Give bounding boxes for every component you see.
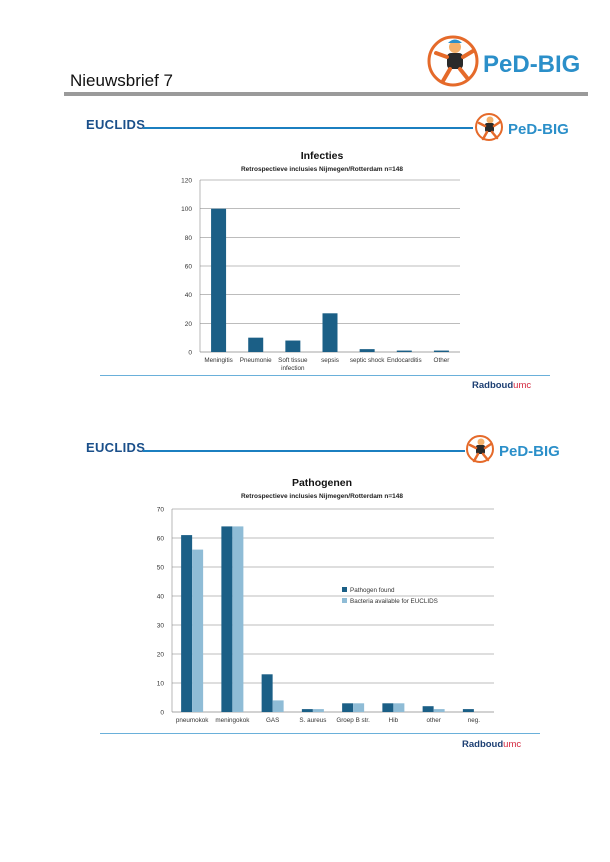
x-tick-label: Hib (389, 717, 399, 724)
logo-head-icon (449, 41, 461, 53)
chart-title: Pathogenen (292, 477, 352, 489)
chart-subtitle: Retrospectieve inclusies Nijmegen/Rotter… (241, 166, 403, 173)
radboud-logo-2: Radboudumc (462, 739, 521, 750)
x-tick-label: Groep B str. (336, 717, 370, 724)
x-tick-label: septic shock (350, 357, 385, 364)
chart-subtitle: Retrospectieve inclusies Nijmegen/Rotter… (241, 493, 403, 500)
y-tick-label: 40 (185, 292, 193, 299)
legend-label-1: Pathogen found (350, 587, 395, 594)
x-tick-label: Meningitis (204, 357, 232, 364)
y-tick-label: 120 (181, 178, 192, 185)
x-tick-label: neg. (468, 717, 481, 724)
slide1-footer-rule (100, 375, 550, 376)
ped-big-logo-small: PeD-BIG (475, 113, 569, 141)
y-tick-label: 70 (157, 507, 165, 514)
y-tick-label: 0 (160, 710, 164, 717)
x-tick-label: Soft tissue (278, 357, 308, 364)
brand-name-small-2: PeD-BIG (499, 443, 560, 460)
ped-big-logo-small-2: PeD-BIG (466, 435, 560, 463)
bar-s2-6 (393, 703, 405, 712)
bar-5 (359, 349, 375, 352)
x-tick-label: Pneumonie (240, 357, 272, 364)
legend-swatch-2 (342, 598, 347, 603)
bar-s2-1 (192, 549, 204, 712)
x-tick-label: sepsis (321, 357, 339, 364)
bar-s1-6 (382, 703, 394, 712)
x-tick-label: pneumokok (176, 717, 209, 724)
page-title: Nieuwsbrief 7 (70, 71, 173, 90)
y-tick-label: 0 (188, 350, 192, 357)
x-tick-label: GAS (266, 717, 279, 724)
bar-s1-7 (422, 706, 434, 712)
x-tick-label: Other (434, 357, 450, 364)
bar-6 (396, 350, 412, 352)
bar-s1-1 (181, 535, 193, 712)
y-tick-label: 20 (157, 652, 165, 659)
y-tick-label: 80 (185, 235, 193, 242)
bar-4 (322, 313, 338, 352)
y-tick-label: 100 (181, 206, 192, 213)
bar-s2-4 (312, 709, 324, 712)
bar-2 (248, 337, 264, 352)
x-tick-label: Endocarditis (387, 357, 422, 364)
legend-label-2: Bacteria available for EUCLIDS (350, 598, 438, 605)
y-tick-label: 50 (157, 565, 165, 572)
chart-title: Infecties (301, 150, 344, 162)
pathogenen-chart: Pathogenen Retrospectieve inclusies Nijme… (157, 477, 494, 724)
bar-s1-8 (462, 709, 474, 712)
bar-s1-4 (301, 709, 313, 712)
bar-s1-2 (221, 526, 233, 712)
bar-s2-5 (353, 703, 365, 712)
bar-s1-5 (342, 703, 354, 712)
bar-s1-3 (261, 674, 273, 712)
x-tick-label: meningokok (215, 717, 250, 724)
euclids-logo: EUCLIDS (86, 117, 146, 132)
bar-1 (211, 208, 227, 352)
infecties-chart: Infecties Retrospectieve inclusies Nijmeg… (181, 150, 460, 372)
slide2-header-rule (143, 450, 465, 452)
slide1-header-rule (143, 127, 473, 129)
logo-ring-icon (427, 35, 479, 87)
radboud-logo-suffix: umc (513, 380, 532, 391)
bar-7 (433, 350, 449, 352)
y-tick-label: 10 (157, 681, 165, 688)
legend-swatch-1 (342, 587, 347, 592)
x-tick-label: infection (281, 365, 305, 372)
x-tick-label: other (426, 717, 440, 724)
x-tick-label: S. aureus (299, 717, 326, 724)
brand-name-small: PeD-BIG (508, 121, 569, 138)
bar-s2-7 (433, 709, 445, 712)
bar-s2-2 (232, 526, 244, 712)
radboud-logo-main-2: Radboud (462, 739, 504, 750)
brand-name: PeD-BIG (483, 51, 580, 78)
y-tick-label: 60 (185, 264, 193, 271)
radboud-logo: Radboudumc (472, 380, 531, 391)
bar-3 (285, 340, 301, 352)
y-tick-label: 40 (157, 594, 165, 601)
bar-s2-3 (272, 700, 284, 712)
slide2-footer-rule (100, 733, 540, 734)
y-tick-label: 60 (157, 536, 165, 543)
y-tick-label: 30 (157, 623, 165, 630)
ped-big-logo: PeD-BIG (427, 35, 580, 87)
y-tick-label: 20 (185, 321, 193, 328)
radboud-logo-suffix-2: umc (503, 739, 522, 750)
radboud-logo-main: Radboud (472, 380, 514, 391)
header-rule (64, 92, 588, 96)
euclids-logo-2: EUCLIDS (86, 440, 146, 455)
